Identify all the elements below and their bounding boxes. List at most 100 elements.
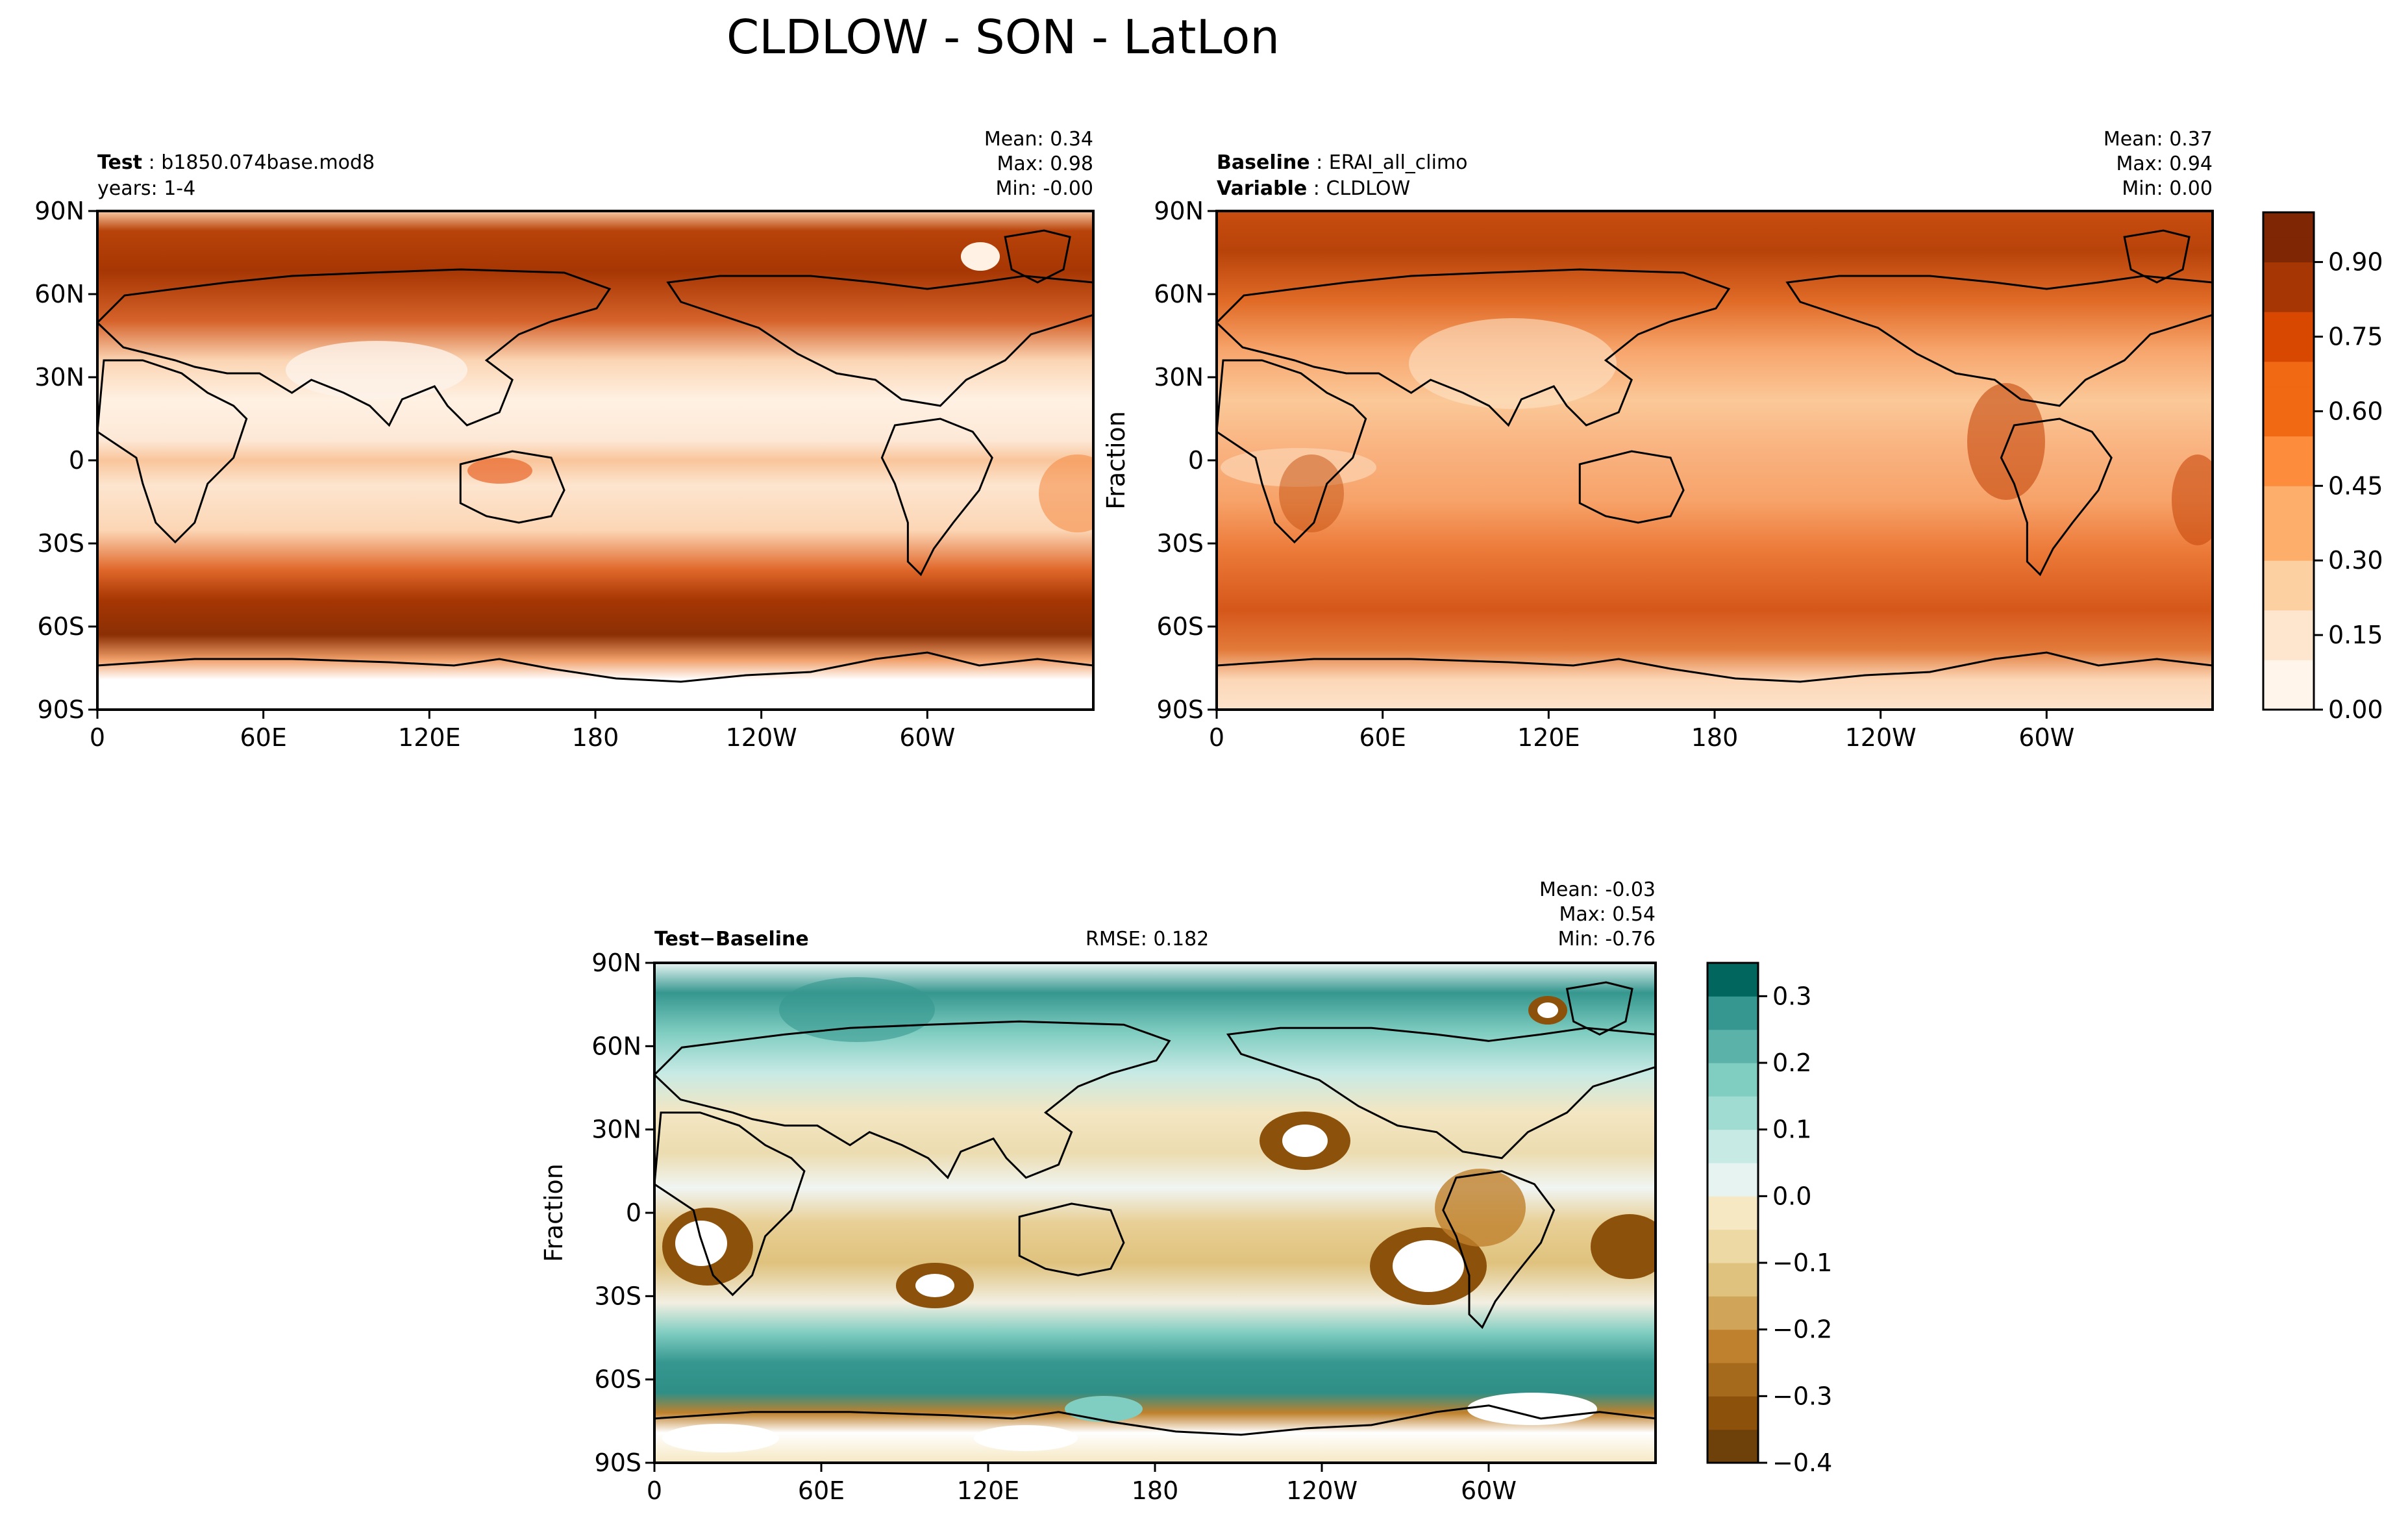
baseline-max: Max: 0.94 — [2116, 153, 2213, 175]
brbg-colorbar-level — [1707, 1363, 1758, 1397]
oranges-colorbar-level — [2263, 262, 2314, 288]
baseline-xtick-label: 60W — [2018, 723, 2074, 752]
baseline-label-value: ERAI_all_climo — [1329, 151, 1468, 174]
oranges-colorbar-bar — [2263, 212, 2314, 710]
variable-label-bold: Variable — [1217, 177, 1307, 200]
test-panel: Test : b1850.074base.mod8 years: 1-4 Mea… — [34, 128, 1095, 752]
oranges-colorbar-level — [2263, 336, 2314, 362]
brbg-colorbar-bar — [1707, 963, 1758, 1463]
brbg-colorbar-level — [1707, 1063, 1758, 1097]
baseline-ytick-label: 60N — [1154, 280, 1204, 308]
baseline-ytick-label: 60S — [1157, 612, 1204, 641]
brbg-colorbar-tick-label: −0.4 — [1772, 1448, 1832, 1477]
oranges-colorbar-level — [2263, 560, 2314, 586]
brbg-colorbar-level — [1707, 1263, 1758, 1297]
diff-xtick-label: 180 — [1132, 1476, 1179, 1505]
test-xtick-label: 60E — [240, 723, 286, 752]
test-label-bold: Test — [97, 151, 142, 174]
figure-title: CLDLOW - SON - LatLon — [726, 10, 1280, 64]
brbg-colorbar-level — [1707, 1196, 1758, 1230]
brbg-colorbar-tick-label: 0.0 — [1772, 1182, 1811, 1210]
baseline-xtick-label: 120E — [1517, 723, 1580, 752]
baseline-panel: Baseline : ERAI_all_climo Variable : CLD… — [1102, 128, 2214, 752]
diff-xtick-label: 60E — [798, 1476, 845, 1505]
oranges-colorbar-level — [2263, 635, 2314, 660]
brbg-colorbar-level — [1707, 1029, 1758, 1063]
brbg-colorbar-tick-label: 0.3 — [1772, 982, 1811, 1010]
svg-text:Test : b1850.074base.mod8: Test : b1850.074base.mod8 — [97, 151, 375, 174]
brbg-colorbar-level — [1707, 1329, 1758, 1363]
brbg-colorbar-tick-label: −0.2 — [1772, 1315, 1832, 1344]
diff-ylabel: Fraction — [540, 1163, 568, 1262]
oranges-colorbar: 0.00 0.15 0.30 0.45 0.60 0.75 0.90 — [2262, 211, 2383, 724]
test-xtick-label: 120E — [398, 723, 461, 752]
oranges-colorbar-level — [2263, 660, 2314, 686]
test-label-value: b1850.074base.mod8 — [161, 151, 375, 174]
brbg-colorbar-tick-label: −0.1 — [1772, 1249, 1832, 1277]
oranges-colorbar-level — [2263, 535, 2314, 561]
oranges-colorbar-level — [2263, 212, 2314, 238]
oranges-colorbar-ticks: 0.00 0.15 0.30 0.45 0.60 0.75 0.90 — [2314, 248, 2383, 724]
diff-label-right: Baseline — [715, 928, 809, 951]
oranges-colorbar-level — [2263, 585, 2314, 611]
test-label-years: years: 1-4 — [97, 177, 195, 200]
oranges-colorbar-frame — [2262, 211, 2315, 711]
diff-rmse: RMSE: 0.182 — [1086, 928, 1209, 951]
oranges-colorbar-tick-label: 0.00 — [2328, 695, 2383, 724]
diff-xtick-label: 60W — [1461, 1476, 1517, 1505]
baseline-mean: Mean: 0.37 — [2104, 128, 2213, 151]
test-xtick-label: 60W — [899, 723, 955, 752]
baseline-yticks: 90N 60N 30N 0 30S 60S 90S — [1154, 197, 1217, 724]
test-ytick-label: 30N — [34, 363, 84, 392]
baseline-ytick-label: 30N — [1154, 363, 1204, 392]
diff-label-left: Test — [654, 928, 699, 951]
test-yticks: 90N 60N 30N 0 30S 60S 90S — [34, 197, 97, 724]
test-ytick-label: 60S — [38, 612, 84, 641]
diff-ytick-label: 0 — [626, 1199, 641, 1227]
test-xtick-label: 120W — [726, 723, 797, 752]
baseline-label-bold: Baseline — [1217, 151, 1310, 174]
diff-ytick-label: 60S — [595, 1365, 641, 1394]
brbg-colorbar-tick-label: −0.3 — [1772, 1382, 1832, 1410]
diff-max: Max: 0.54 — [1559, 903, 1656, 926]
test-xticks: 0 60E 120E 180 120W 60W — [90, 710, 955, 752]
brbg-colorbar-level — [1707, 1429, 1758, 1463]
baseline-ylabel: Fraction — [1102, 411, 1130, 510]
baseline-ytick-label: 90N — [1154, 197, 1204, 225]
baseline-ytick-label: 0 — [1188, 446, 1204, 475]
brbg-colorbar-level — [1707, 963, 1758, 997]
test-ytick-label: 0 — [69, 446, 84, 475]
oranges-colorbar-tick-label: 0.60 — [2328, 397, 2383, 425]
test-xtick-label: 180 — [572, 723, 619, 752]
baseline-map-field — [1217, 211, 2213, 710]
baseline-xtick-label: 180 — [1691, 723, 1739, 752]
diff-ytick-label: 90N — [591, 949, 641, 977]
test-xtick-label: 0 — [90, 723, 105, 752]
oranges-colorbar-level — [2263, 361, 2314, 387]
variable-label-value: CLDLOW — [1326, 177, 1410, 200]
diff-xtick-label: 0 — [647, 1476, 662, 1505]
brbg-colorbar-level — [1707, 1229, 1758, 1263]
oranges-colorbar-level — [2263, 436, 2314, 462]
test-ytick-label: 60N — [34, 280, 84, 308]
brbg-colorbar-level — [1707, 1096, 1758, 1130]
baseline-ytick-label: 30S — [1157, 529, 1204, 558]
brbg-colorbar: 0.3 0.2 0.1 0.0 −0.1 −0.2 −0.3 −0.4 — [1706, 962, 1832, 1477]
diff-map-field — [654, 963, 1656, 1463]
diff-xtick-label: 120W — [1286, 1476, 1358, 1505]
oranges-colorbar-level — [2263, 237, 2314, 263]
oranges-colorbar-level — [2263, 610, 2314, 636]
diff-min: Min: -0.76 — [1558, 928, 1656, 951]
oranges-colorbar-level — [2263, 386, 2314, 412]
test-max: Max: 0.98 — [997, 153, 1093, 175]
brbg-colorbar-frame — [1706, 962, 1759, 1464]
brbg-colorbar-tick-label: 0.2 — [1772, 1049, 1811, 1077]
oranges-colorbar-tick-label: 0.15 — [2328, 621, 2383, 649]
oranges-colorbar-level — [2263, 510, 2314, 536]
oranges-colorbar-level — [2263, 684, 2314, 710]
oranges-colorbar-level — [2263, 312, 2314, 337]
oranges-colorbar-tick-label: 0.45 — [2328, 471, 2383, 500]
baseline-xtick-label: 0 — [1209, 723, 1224, 752]
oranges-colorbar-tick-label: 0.75 — [2328, 323, 2383, 351]
